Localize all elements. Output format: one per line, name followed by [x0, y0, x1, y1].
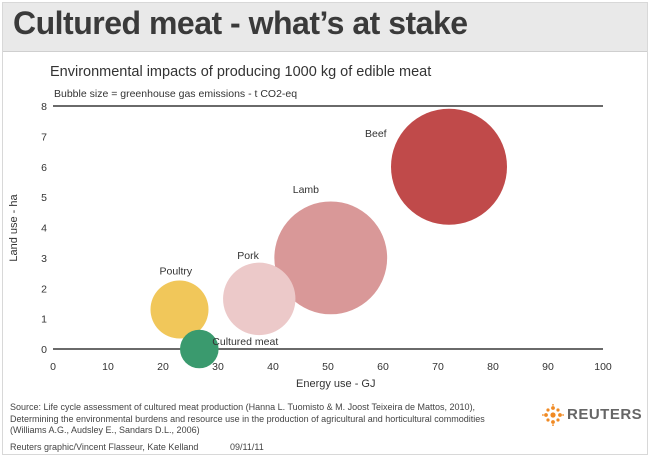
x-tick-label: 40 — [267, 361, 279, 373]
source-note: Source: Life cycle assessment of culture… — [10, 402, 485, 435]
bubble-cultured-meat — [180, 329, 219, 369]
x-tick-label: 70 — [432, 361, 444, 373]
x-tick-label: 80 — [487, 361, 499, 373]
publish-date: 09/11/11 — [230, 442, 264, 452]
bubble-label-beef: Beef — [365, 128, 387, 140]
bubble-label-pork: Pork — [237, 250, 259, 262]
y-tick-label: 4 — [41, 223, 47, 235]
bubble-lamb — [274, 201, 388, 315]
y-tick-label: 5 — [41, 192, 47, 204]
bubble-beef — [391, 108, 507, 225]
x-tick-label: 30 — [212, 361, 224, 373]
x-tick-label: 20 — [157, 361, 169, 373]
x-tick-label: 50 — [322, 361, 334, 373]
y-tick-label: 0 — [41, 344, 47, 356]
graphic-credit: Reuters graphic/Vincent Flasseur, Kate K… — [10, 442, 199, 452]
bubble-label-poultry: Poultry — [160, 266, 193, 278]
y-tick-label: 2 — [41, 283, 47, 295]
reuters-logo: REUTERS — [542, 404, 642, 426]
page-title: Cultured meat - what’s at stake — [13, 5, 468, 41]
bubble-poultry — [150, 280, 209, 339]
header-bar: Cultured meat - what’s at stake — [3, 3, 647, 52]
y-tick-label: 8 — [41, 101, 47, 113]
y-tick-label: 3 — [41, 253, 47, 265]
x-tick-label: 90 — [542, 361, 554, 373]
x-tick-label: 0 — [50, 361, 56, 373]
x-axis-title: Energy use - GJ — [296, 378, 376, 390]
y-tick-label: 6 — [41, 162, 47, 174]
y-axis-title-text: Land use - ha — [8, 194, 20, 262]
chart-title: Environmental impacts of producing 1000 … — [50, 64, 432, 80]
y-tick-label: 1 — [41, 314, 47, 326]
x-tick-label: 100 — [594, 361, 612, 373]
y-tick-label: 7 — [41, 131, 47, 143]
bubble-label-cultured-meat: Cultured meat — [212, 336, 278, 348]
bubble-size-note: Bubble size = greenhouse gas emissions -… — [54, 88, 298, 100]
bubble-pork — [223, 262, 296, 336]
reuters-logo-text: REUTERS — [567, 406, 643, 423]
x-tick-label: 10 — [102, 361, 114, 373]
bubble-label-lamb: Lamb — [293, 184, 319, 196]
reuters-logo-icon — [542, 404, 564, 426]
x-tick-label: 60 — [377, 361, 389, 373]
